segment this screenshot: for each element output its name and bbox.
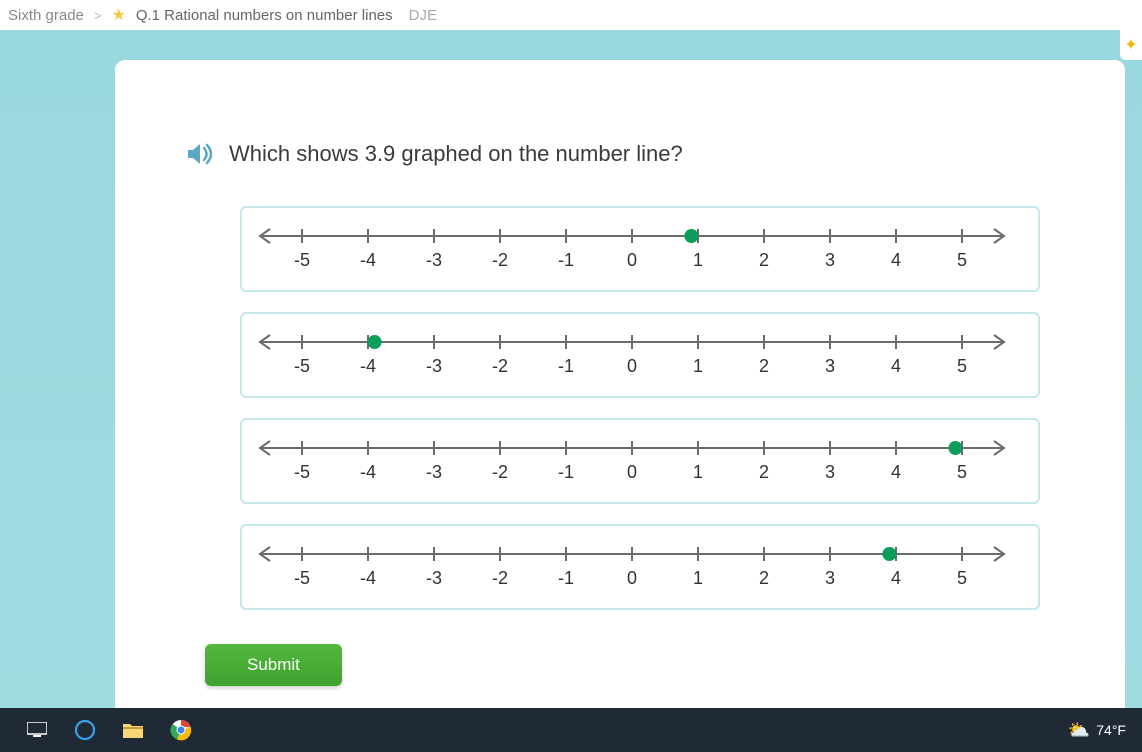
option-3[interactable]: -5 -4 -3 -2 -1 0 1 2 3 4 5 — [240, 418, 1040, 504]
options-group: -5 -4 -3 -2 -1 0 1 2 3 4 5 -5 -4 -3 -2 -1 0 1 2 3 4 5 -5 -4 -3… — [240, 206, 1055, 610]
question-text: Which shows 3.9 graphed on the number li… — [229, 141, 683, 167]
grade-label[interactable]: Sixth grade — [8, 7, 84, 24]
svg-text:0: 0 — [627, 568, 637, 588]
svg-text:-4: -4 — [360, 568, 376, 588]
svg-text:-2: -2 — [492, 462, 508, 482]
svg-text:-5: -5 — [294, 568, 310, 588]
star-icon: ★ — [111, 5, 125, 25]
submit-button[interactable]: Submit — [205, 644, 342, 686]
svg-text:-3: -3 — [426, 250, 442, 270]
audio-icon[interactable] — [185, 140, 215, 168]
svg-text:4: 4 — [891, 568, 901, 588]
svg-text:-5: -5 — [294, 462, 310, 482]
svg-text:-4: -4 — [360, 462, 376, 482]
chrome-icon[interactable] — [168, 717, 194, 743]
content-band: Which shows 3.9 graphed on the number li… — [0, 30, 1142, 730]
svg-text:2: 2 — [759, 250, 769, 270]
option-4[interactable]: -5 -4 -3 -2 -1 0 1 2 3 4 5 — [240, 524, 1040, 610]
breadcrumb-header: Sixth grade > ★ Q.1 Rational numbers on … — [0, 0, 1142, 30]
svg-text:5: 5 — [957, 462, 967, 482]
taskbar-right: ⛅ 74°F — [1068, 720, 1126, 741]
skill-title[interactable]: Q.1 Rational numbers on number lines — [136, 7, 393, 24]
svg-text:-3: -3 — [426, 356, 442, 376]
svg-text:1: 1 — [693, 356, 703, 376]
question-row: Which shows 3.9 graphed on the number li… — [185, 140, 1055, 168]
sparkle-icon: ✦ — [1120, 30, 1142, 60]
skill-code: DJE — [409, 7, 437, 24]
explorer-icon[interactable] — [120, 717, 146, 743]
taskview-icon[interactable] — [24, 717, 50, 743]
svg-text:3: 3 — [825, 462, 835, 482]
taskbar: ⛅ 74°F — [0, 708, 1142, 752]
svg-text:4: 4 — [891, 462, 901, 482]
weather-icon[interactable]: ⛅ — [1068, 720, 1090, 741]
svg-text:2: 2 — [759, 462, 769, 482]
svg-text:3: 3 — [825, 568, 835, 588]
option-2[interactable]: -5 -4 -3 -2 -1 0 1 2 3 4 5 — [240, 312, 1040, 398]
svg-text:1: 1 — [693, 250, 703, 270]
svg-text:3: 3 — [825, 356, 835, 376]
svg-text:-4: -4 — [360, 250, 376, 270]
svg-text:-2: -2 — [492, 568, 508, 588]
svg-text:-1: -1 — [558, 356, 574, 376]
taskbar-left — [24, 717, 194, 743]
question-card: Which shows 3.9 graphed on the number li… — [115, 60, 1125, 720]
svg-text:0: 0 — [627, 250, 637, 270]
svg-text:-1: -1 — [558, 462, 574, 482]
option-1[interactable]: -5 -4 -3 -2 -1 0 1 2 3 4 5 — [240, 206, 1040, 292]
svg-text:-5: -5 — [294, 356, 310, 376]
svg-text:1: 1 — [693, 462, 703, 482]
svg-text:-5: -5 — [294, 250, 310, 270]
svg-text:0: 0 — [627, 462, 637, 482]
temperature-label[interactable]: 74°F — [1096, 722, 1126, 738]
svg-text:-1: -1 — [558, 250, 574, 270]
svg-text:-3: -3 — [426, 462, 442, 482]
cortana-icon[interactable] — [72, 717, 98, 743]
svg-text:-3: -3 — [426, 568, 442, 588]
svg-text:5: 5 — [957, 250, 967, 270]
svg-text:0: 0 — [627, 356, 637, 376]
svg-text:-4: -4 — [360, 356, 376, 376]
svg-text:2: 2 — [759, 568, 769, 588]
svg-text:2: 2 — [759, 356, 769, 376]
svg-text:4: 4 — [891, 250, 901, 270]
svg-text:-1: -1 — [558, 568, 574, 588]
svg-text:5: 5 — [957, 568, 967, 588]
chevron-right-icon: > — [94, 8, 102, 23]
svg-text:-2: -2 — [492, 250, 508, 270]
svg-text:1: 1 — [693, 568, 703, 588]
svg-text:4: 4 — [891, 356, 901, 376]
svg-text:-2: -2 — [492, 356, 508, 376]
svg-text:3: 3 — [825, 250, 835, 270]
svg-text:5: 5 — [957, 356, 967, 376]
